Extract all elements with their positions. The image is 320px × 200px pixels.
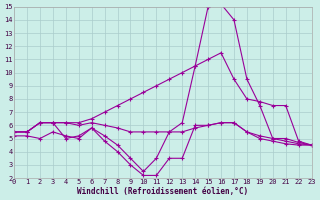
X-axis label: Windchill (Refroidissement éolien,°C): Windchill (Refroidissement éolien,°C) xyxy=(77,187,248,196)
